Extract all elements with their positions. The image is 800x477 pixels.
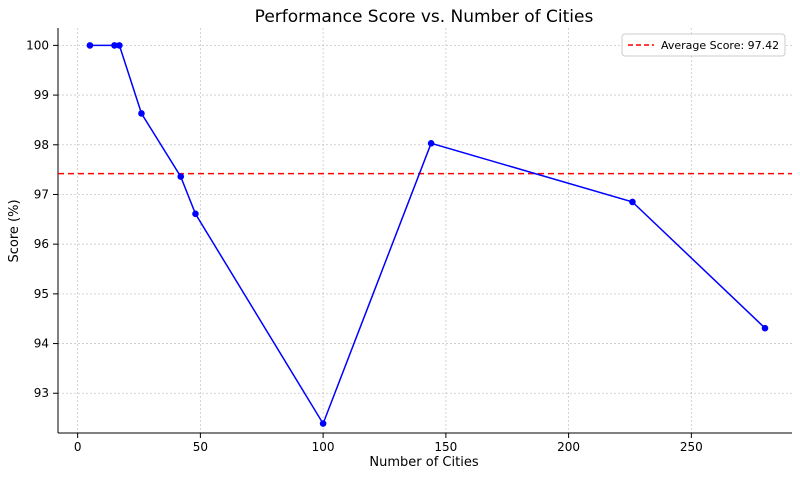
x-tick-label: 250: [680, 440, 703, 454]
data-point: [761, 324, 769, 332]
legend: Average Score: 97.42: [621, 33, 786, 57]
data-point: [111, 42, 118, 49]
x-axis-title: Number of Cities: [369, 455, 478, 470]
y-axis-title: Score (%): [7, 199, 22, 262]
series-line: [89, 44, 766, 426]
y-tick-label: 98: [34, 138, 49, 152]
data-point: [116, 42, 123, 49]
axes: [57, 28, 792, 434]
data-point: [629, 198, 636, 206]
legend-box: [621, 33, 786, 57]
series-group: [86, 42, 769, 427]
y-tick-label: 93: [34, 386, 49, 400]
y-tick-label: 99: [34, 88, 49, 102]
data-point: [138, 110, 145, 117]
grid: [58, 28, 792, 433]
x-tick-label: 150: [434, 440, 457, 454]
x-tick-label: 200: [557, 440, 580, 454]
data-point: [427, 139, 435, 147]
y-ticks: 93 94 95 96 97 98 99 100: [26, 38, 58, 400]
y-tick-label: 94: [34, 337, 49, 351]
data-point: [192, 210, 199, 218]
x-ticks: 0 50 100 150 200 250: [74, 433, 703, 454]
chart-title: Performance Score vs. Number of Cities: [255, 7, 594, 27]
x-tick-label: 0: [74, 440, 82, 454]
legend-label: Average Score: 97.42: [661, 39, 779, 52]
data-point: [177, 173, 185, 180]
y-tick-label: 96: [34, 237, 49, 251]
data-point: [319, 420, 327, 427]
y-tick-label: 100: [26, 38, 49, 52]
data-point: [86, 42, 94, 49]
y-tick-label: 95: [34, 287, 49, 301]
y-tick-label: 97: [34, 187, 49, 201]
x-tick-label: 50: [193, 440, 208, 454]
x-tick-label: 100: [312, 440, 335, 454]
